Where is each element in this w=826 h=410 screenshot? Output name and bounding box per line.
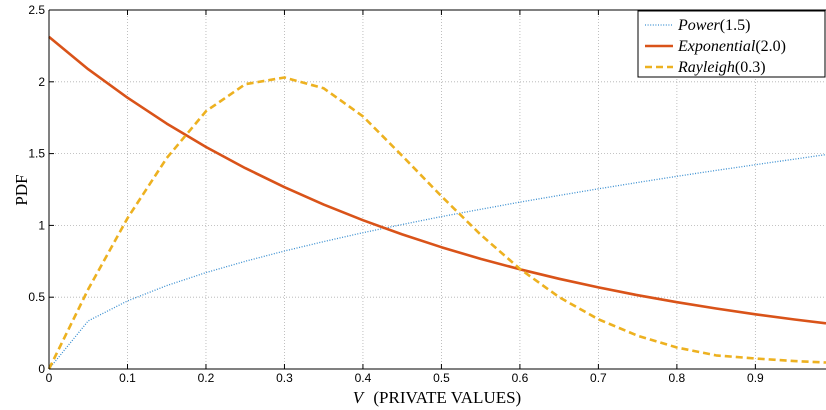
y-tick-label: 1	[38, 218, 45, 232]
y-tick-label: 2	[38, 75, 45, 89]
x-tick-label: 0.3	[276, 371, 293, 385]
x-axis-title: V (PRIVATE VALUES)	[353, 388, 521, 407]
x-tick-label: 0.6	[512, 371, 529, 385]
x-tick-label: 0.7	[590, 371, 607, 385]
y-axis-title: PDF	[12, 174, 31, 205]
exponential-legend-label: Exponential(2.0)	[677, 38, 786, 55]
power-legend-label: Power(1.5)	[677, 17, 750, 34]
power-series-line	[48, 153, 826, 370]
x-tick-label: 0.1	[119, 371, 136, 385]
legend: Power(1.5) Exponential(2.0) Rayleigh(0.3)	[637, 10, 826, 78]
y-tick-label: 0	[38, 362, 45, 376]
x-tick-label: 0.2	[198, 371, 215, 385]
x-tick-label: 0.8	[669, 371, 686, 385]
x-tick-label: 0.5	[433, 371, 450, 385]
x-axis-variable: V	[353, 388, 366, 407]
x-tick-label: 0.9	[747, 371, 764, 385]
exponential-series-line	[48, 35, 826, 325]
x-tick-label: 0.4	[355, 371, 372, 385]
y-tick-label: 0.5	[28, 290, 45, 304]
y-tick-label: 2.5	[28, 3, 45, 17]
series-lines	[47, 35, 826, 370]
axes	[48, 9, 826, 370]
x-tick-label: 0	[46, 371, 53, 385]
rayleigh-legend-label: Rayleigh(0.3)	[677, 59, 766, 76]
x-axis-description: (PRIVATE VALUES)	[373, 388, 521, 407]
grid-lines	[49, 10, 826, 369]
tick-labels: 0 0.1 0.2 0.3 0.4 0.5 0.6 0.7 0.8 0.9 0 0.5 1 1.5 2 2.5	[28, 3, 764, 385]
y-tick-label: 1.5	[28, 147, 45, 161]
